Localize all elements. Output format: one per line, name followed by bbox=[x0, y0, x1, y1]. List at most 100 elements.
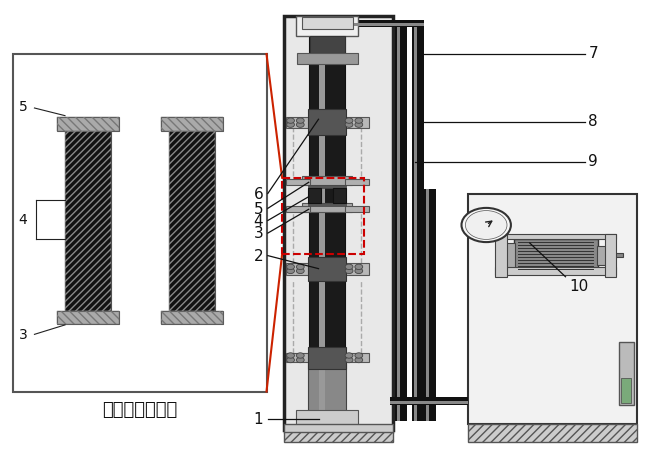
Bar bbox=[286, 206, 310, 212]
Circle shape bbox=[345, 122, 353, 127]
Bar bbox=[344, 206, 369, 212]
Bar bbox=[286, 353, 310, 362]
Bar bbox=[319, 16, 325, 425]
Bar bbox=[297, 53, 358, 64]
Bar bbox=[296, 16, 358, 36]
Text: 加工区域放大图: 加工区域放大图 bbox=[102, 400, 177, 418]
Bar bbox=[468, 194, 637, 424]
Bar bbox=[390, 397, 468, 405]
Bar bbox=[499, 243, 515, 268]
Bar bbox=[414, 20, 417, 421]
Bar bbox=[344, 179, 369, 185]
Text: 5: 5 bbox=[19, 99, 27, 114]
Bar bbox=[308, 188, 321, 203]
Circle shape bbox=[287, 118, 294, 123]
Text: 3: 3 bbox=[254, 226, 263, 242]
Bar bbox=[495, 234, 507, 277]
Bar bbox=[514, 238, 598, 272]
Bar bbox=[161, 310, 222, 324]
Bar bbox=[308, 346, 346, 369]
Bar bbox=[390, 401, 468, 404]
Bar bbox=[468, 424, 637, 442]
Bar bbox=[284, 424, 393, 433]
Bar bbox=[308, 360, 346, 421]
Bar bbox=[333, 188, 346, 203]
Bar bbox=[619, 342, 634, 405]
Bar bbox=[495, 234, 616, 238]
Bar bbox=[161, 117, 222, 130]
Circle shape bbox=[345, 357, 353, 363]
Bar bbox=[161, 310, 222, 324]
Circle shape bbox=[296, 357, 304, 363]
Circle shape bbox=[287, 268, 294, 274]
Circle shape bbox=[345, 264, 353, 270]
Circle shape bbox=[296, 268, 304, 274]
Circle shape bbox=[296, 122, 304, 127]
Bar bbox=[57, 117, 118, 130]
Bar bbox=[302, 17, 353, 29]
Text: 2: 2 bbox=[254, 249, 263, 264]
Bar bbox=[308, 184, 346, 188]
Bar bbox=[426, 189, 429, 421]
Bar bbox=[344, 20, 424, 27]
Circle shape bbox=[287, 357, 294, 363]
Bar bbox=[286, 117, 310, 128]
Bar bbox=[57, 310, 118, 324]
Bar bbox=[621, 378, 631, 403]
Circle shape bbox=[462, 208, 511, 242]
Bar bbox=[286, 263, 310, 274]
Text: 8: 8 bbox=[588, 114, 598, 129]
Text: 4: 4 bbox=[254, 214, 263, 229]
Bar bbox=[310, 36, 345, 53]
Bar bbox=[308, 256, 346, 281]
Bar bbox=[344, 353, 369, 362]
Circle shape bbox=[345, 268, 353, 274]
Circle shape bbox=[355, 268, 363, 274]
Text: 10: 10 bbox=[569, 279, 589, 294]
Bar bbox=[424, 397, 468, 405]
Text: 1: 1 bbox=[254, 412, 263, 427]
Bar bbox=[284, 432, 393, 442]
Bar bbox=[296, 410, 358, 425]
Bar bbox=[65, 130, 110, 310]
Bar bbox=[169, 130, 214, 310]
Circle shape bbox=[296, 264, 304, 270]
Circle shape bbox=[296, 353, 304, 358]
Bar bbox=[309, 16, 344, 425]
Bar bbox=[308, 203, 346, 206]
Circle shape bbox=[287, 264, 294, 270]
Text: 3: 3 bbox=[19, 328, 27, 342]
Circle shape bbox=[355, 118, 363, 123]
Circle shape bbox=[355, 357, 363, 363]
Circle shape bbox=[355, 122, 363, 127]
Bar bbox=[604, 234, 616, 277]
Bar bbox=[412, 20, 424, 421]
Bar bbox=[302, 176, 352, 184]
Bar bbox=[65, 130, 110, 310]
Bar bbox=[495, 267, 616, 274]
Bar bbox=[282, 178, 364, 254]
Bar bbox=[284, 16, 393, 430]
Circle shape bbox=[345, 118, 353, 123]
Bar bbox=[597, 246, 613, 265]
Text: 9: 9 bbox=[588, 154, 598, 170]
Bar bbox=[302, 203, 352, 212]
Bar bbox=[397, 20, 400, 421]
Circle shape bbox=[355, 264, 363, 270]
Bar bbox=[344, 117, 369, 128]
Bar bbox=[344, 263, 369, 274]
Text: 5: 5 bbox=[254, 202, 263, 217]
Circle shape bbox=[355, 353, 363, 358]
Bar bbox=[169, 130, 214, 310]
Circle shape bbox=[296, 118, 304, 123]
Circle shape bbox=[345, 353, 353, 358]
Circle shape bbox=[465, 211, 507, 239]
Bar bbox=[161, 117, 222, 130]
Bar bbox=[286, 179, 310, 185]
Circle shape bbox=[287, 122, 294, 127]
Bar bbox=[613, 253, 623, 257]
Text: 4: 4 bbox=[19, 213, 27, 228]
Bar bbox=[395, 20, 407, 421]
Bar bbox=[57, 310, 118, 324]
Text: 6: 6 bbox=[254, 187, 263, 202]
